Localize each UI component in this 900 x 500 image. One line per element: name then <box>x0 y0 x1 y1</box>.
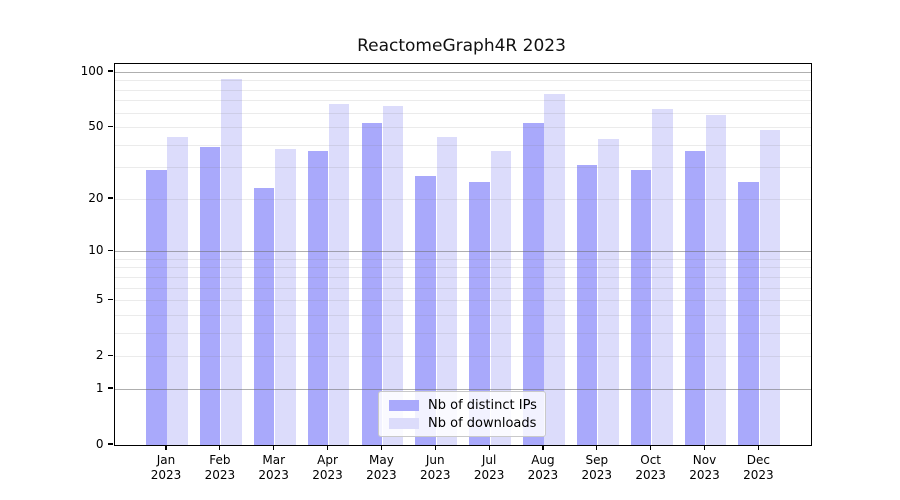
bar-may-downloads <box>382 106 404 445</box>
bar-apr-distinct-ips <box>307 151 329 445</box>
x-label-year: 2023 <box>312 468 343 482</box>
x-axis-tick-nov <box>703 445 706 450</box>
bars-layer <box>115 64 812 445</box>
bar-may-distinct-ips <box>361 122 382 445</box>
x-axis-label-may: May 2023 <box>351 453 411 483</box>
x-axis-tick-oct <box>650 445 652 450</box>
x-axis-tick-jan <box>165 445 167 450</box>
bar-jan-distinct-ips <box>146 170 167 445</box>
y-axis-label-100: 100 <box>80 64 104 78</box>
x-label-month: Nov <box>692 453 717 467</box>
x-label-month: May <box>368 453 394 467</box>
x-label-month: Sep <box>585 453 609 467</box>
x-label-month: Mar <box>262 453 285 467</box>
bar-jan-downloads <box>167 137 188 445</box>
x-label-year: 2023 <box>366 468 397 482</box>
x-axis-tick-sep <box>596 445 598 450</box>
bar-jun-distinct-ips <box>415 175 436 445</box>
y-axis-tick-2 <box>107 354 113 356</box>
legend: Nb of distinct IPs Nb of downloads <box>378 391 546 437</box>
y-axis-tick-0 <box>107 443 113 445</box>
x-label-year: 2023 <box>581 468 613 482</box>
bar-aug-downloads <box>544 93 565 445</box>
bar-jul-downloads <box>490 151 511 445</box>
x-label-month: Dec <box>746 453 770 467</box>
x-axis-label-feb: Feb 2023 <box>190 453 250 483</box>
bar-sep-downloads <box>598 139 619 445</box>
y-axis-label-1: 1 <box>95 380 104 395</box>
bar-jun-downloads <box>436 137 458 445</box>
y-axis-label-50: 50 <box>88 119 104 134</box>
y-axis-label-10: 10 <box>88 243 104 258</box>
y-axis-tick-1 <box>107 387 113 389</box>
bar-jul-distinct-ips <box>469 181 490 445</box>
x-label-year: 2023 <box>258 468 289 482</box>
bar-nov-distinct-ips <box>684 151 706 445</box>
bar-oct-distinct-ips <box>630 170 652 445</box>
x-axis-label-oct: Oct 2023 <box>621 453 681 483</box>
x-label-month: Oct <box>640 453 662 467</box>
x-axis-tick-jun <box>434 445 436 450</box>
bar-mar-downloads <box>275 148 296 445</box>
x-label-month: Jan <box>156 453 176 467</box>
x-axis-tick-dec <box>757 445 759 450</box>
x-label-month: Aug <box>531 453 555 467</box>
legend-swatch-distinct-ips <box>389 399 419 411</box>
chart-title: ReactomeGraph4R 2023 <box>357 36 566 56</box>
x-axis-tick-aug <box>542 445 544 450</box>
legend-label-downloads: Nb of downloads <box>428 415 537 431</box>
bar-dec-distinct-ips <box>738 181 759 445</box>
bar-aug-distinct-ips <box>523 122 544 445</box>
y-axis-tick-50 <box>107 125 113 127</box>
y-axis-label-2: 2 <box>95 348 104 363</box>
bar-feb-downloads <box>221 78 242 445</box>
bar-feb-distinct-ips <box>199 146 221 445</box>
x-label-year: 2023 <box>419 468 451 482</box>
x-label-year: 2023 <box>527 468 559 482</box>
bar-nov-downloads <box>705 115 727 445</box>
x-axis-label-nov: Nov 2023 <box>675 453 735 483</box>
x-axis-label-apr: Apr 2023 <box>298 453 358 483</box>
x-label-year: 2023 <box>743 468 774 482</box>
x-axis-label-jun: Jun 2023 <box>405 453 465 483</box>
x-axis-label-mar: Mar 2023 <box>244 453 304 483</box>
x-axis-tick-may <box>380 445 382 450</box>
bar-oct-downloads <box>652 108 673 445</box>
x-label-month: Jun <box>425 453 445 467</box>
x-axis-tick-mar <box>273 445 275 450</box>
bar-sep-distinct-ips <box>576 164 598 445</box>
x-label-year: 2023 <box>204 468 236 482</box>
legend-swatch-downloads <box>389 417 419 429</box>
x-axis-label-dec: Dec 2023 <box>728 453 788 483</box>
x-axis-label-jan: Jan 2023 <box>136 453 196 483</box>
y-axis-label-20: 20 <box>88 190 104 205</box>
x-axis-tick-feb <box>219 445 221 450</box>
x-label-year: 2023 <box>689 468 720 482</box>
x-axis-label-sep: Sep 2023 <box>567 453 627 483</box>
bar-mar-distinct-ips <box>253 188 275 445</box>
bar-apr-downloads <box>328 103 350 445</box>
bar-dec-downloads <box>759 130 781 445</box>
plot-area <box>113 63 812 446</box>
legend-row-downloads: Nb of downloads <box>379 416 545 431</box>
x-axis-label-jul: Jul 2023 <box>459 453 519 483</box>
y-axis-tick-20 <box>107 197 113 199</box>
x-label-month: Apr <box>317 453 338 467</box>
y-axis-tick-100 <box>107 70 113 72</box>
x-label-year: 2023 <box>473 468 505 482</box>
x-axis-tick-apr <box>326 445 329 450</box>
legend-row-distinct-ips: Nb of distinct IPs <box>379 398 545 413</box>
x-axis-label-aug: Aug 2023 <box>513 453 573 483</box>
x-axis-tick-jul <box>488 445 490 450</box>
legend-label-distinct-ips: Nb of distinct IPs <box>428 397 537 413</box>
y-axis-label-5: 5 <box>95 292 104 307</box>
y-axis-label-0: 0 <box>95 437 104 451</box>
x-label-year: 2023 <box>635 468 666 482</box>
x-label-month: Jul <box>481 453 497 467</box>
x-label-month: Feb <box>209 453 231 467</box>
x-label-year: 2023 <box>150 468 182 482</box>
y-axis-tick-10 <box>107 249 113 251</box>
y-axis-tick-5 <box>107 298 113 300</box>
